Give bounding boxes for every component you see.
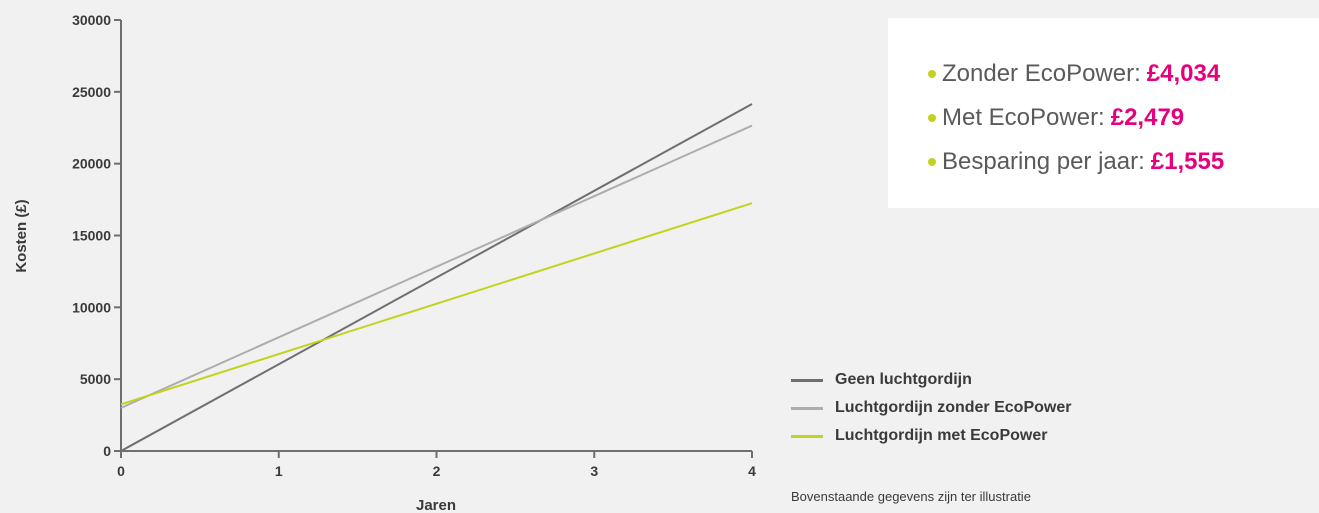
stat-label: Met EcoPower: [942, 104, 1105, 131]
legend-item-met-ecopower: Luchtgordijn met EcoPower [791, 422, 1071, 450]
legend-swatch [791, 378, 823, 382]
chart-axes: 0 5000 10000 15000 20000 25000 30000 0 1 2 3 4 [72, 12, 756, 479]
bullet-icon [928, 158, 936, 166]
series-line-0 [120, 103, 753, 452]
footnote: Bovenstaande gegevens zijn ter illustrat… [791, 489, 1031, 504]
stat-value: £1,555 [1150, 148, 1225, 175]
y-tick-label: 15000 [72, 228, 111, 244]
line-chart: 0 5000 10000 15000 20000 25000 30000 0 1 2 3 4 Jare… [13, 12, 756, 513]
legend-swatch [791, 406, 823, 410]
stat-label: Zonder EcoPower: [942, 60, 1141, 87]
x-tick-label: 0 [117, 463, 125, 479]
x-tick-label: 2 [433, 463, 441, 479]
savings-summary-box: Zonder EcoPower: £4,034 Met EcoPower: £2… [888, 18, 1319, 208]
bullet-icon [928, 114, 936, 122]
legend-label: Luchtgordijn zonder EcoPower [835, 399, 1072, 416]
stat-row-zonder-ecopower: Zonder EcoPower: £4,034 [928, 52, 1319, 96]
y-axis-title: Kosten (£) [13, 199, 30, 272]
y-tick-label: 20000 [72, 156, 111, 172]
legend-item-geen-luchtgordijn: Geen luchtgordijn [791, 366, 1071, 394]
stat-row-besparing: Besparing per jaar: £1,555 [928, 140, 1319, 184]
stat-row-met-ecopower: Met EcoPower: £2,479 [928, 96, 1319, 140]
legend-swatch [791, 434, 823, 438]
bullet-icon [928, 70, 936, 78]
y-tick-label: 30000 [72, 12, 111, 28]
x-axis-title: Jaren [416, 497, 456, 513]
y-tick-label: 10000 [72, 299, 111, 315]
x-tick-label: 1 [275, 463, 283, 479]
legend-label: Luchtgordijn met EcoPower [835, 427, 1048, 444]
stat-value: £2,479 [1110, 104, 1185, 131]
x-tick-label: 3 [590, 463, 598, 479]
chart-series [120, 103, 753, 452]
series-line-1 [120, 124, 753, 409]
x-tick-label: 4 [748, 463, 756, 479]
y-tick-label: 25000 [72, 84, 111, 100]
y-tick-label: 5000 [80, 371, 111, 387]
stat-value: £4,034 [1146, 60, 1221, 87]
legend-label: Geen luchtgordijn [835, 371, 972, 388]
y-tick-label: 0 [103, 443, 111, 459]
chart-legend: Geen luchtgordijn Luchtgordijn zonder Ec… [791, 366, 1071, 450]
series-line-2 [120, 202, 753, 406]
stat-label: Besparing per jaar: [942, 148, 1145, 175]
legend-item-zonder-ecopower: Luchtgordijn zonder EcoPower [791, 394, 1071, 422]
